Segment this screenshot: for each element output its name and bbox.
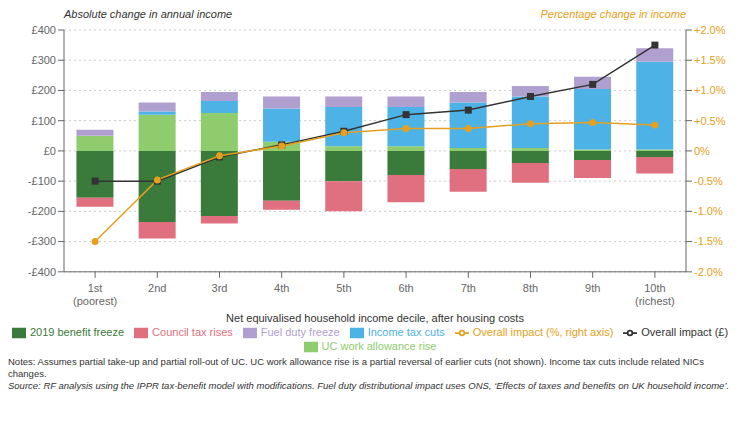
- svg-text:+0.5%: +0.5%: [694, 115, 726, 127]
- svg-text:-£200: -£200: [28, 205, 56, 217]
- svg-text:Net equivalised household inco: Net equivalised household income decile,…: [226, 312, 524, 324]
- html-text:Notes: Assumes partial take-up: Notes: Assumes partial take-up and parti…: [8, 356, 704, 379]
- svg-text:5th: 5th: [336, 282, 351, 294]
- html-text:Absolute change in annual inco: Absolute change in annual income: [64, 8, 233, 20]
- svg-text:£0: £0: [44, 145, 56, 157]
- svg-text:+2.0%: +2.0%: [694, 24, 726, 36]
- html-text:Overall impact (£): Overall impact (£): [641, 325, 729, 338]
- html-text:Overall impact (%, right axis): Overall impact (%, right axis): [472, 325, 614, 338]
- svg-text:-£100: -£100: [28, 175, 56, 187]
- svg-text:-0.5%: -0.5%: [694, 175, 723, 187]
- svg-text:4th: 4th: [274, 282, 289, 294]
- svg-text:+1.5%: +1.5%: [694, 54, 726, 66]
- svg-text:-1.5%: -1.5%: [694, 235, 723, 247]
- html-text:Percentage change in income: Percentage change in income: [540, 8, 686, 20]
- html-text:Source: RF analysis using the: Source: RF analysis using the IPPR tax-b…: [8, 380, 730, 391]
- svg-text:1st(poorest): 1st(poorest): [73, 282, 117, 307]
- svg-text:-2.0%: -2.0%: [694, 266, 723, 278]
- svg-text:3rd: 3rd: [212, 282, 228, 294]
- svg-text:8th: 8th: [523, 282, 538, 294]
- svg-text:£200: £200: [32, 84, 56, 96]
- svg-text:7th: 7th: [461, 282, 476, 294]
- svg-text:-£400: -£400: [28, 266, 56, 278]
- html-text:UC work allowance rise: UC work allowance rise: [321, 339, 437, 352]
- svg-text:2nd: 2nd: [148, 282, 166, 294]
- svg-text:-1.0%: -1.0%: [694, 205, 723, 217]
- html-text:Council tax rises: Council tax rises: [152, 325, 233, 338]
- svg-text:£400: £400: [32, 24, 56, 36]
- svg-text:+1.0%: +1.0%: [694, 84, 726, 96]
- html-text:2019 benefit freeze: 2019 benefit freeze: [29, 325, 125, 338]
- svg-text:6th: 6th: [398, 282, 413, 294]
- svg-text:-£300: -£300: [28, 235, 56, 247]
- svg-text:9th: 9th: [585, 282, 600, 294]
- html-text:Fuel duty freeze: Fuel duty freeze: [260, 325, 340, 338]
- svg-text:£100: £100: [32, 115, 56, 127]
- svg-text:0%: 0%: [694, 145, 710, 157]
- html-text:Income tax cuts: Income tax cuts: [367, 325, 445, 338]
- svg-text:£300: £300: [32, 54, 56, 66]
- svg-text:10th(richest): 10th(richest): [635, 282, 675, 307]
